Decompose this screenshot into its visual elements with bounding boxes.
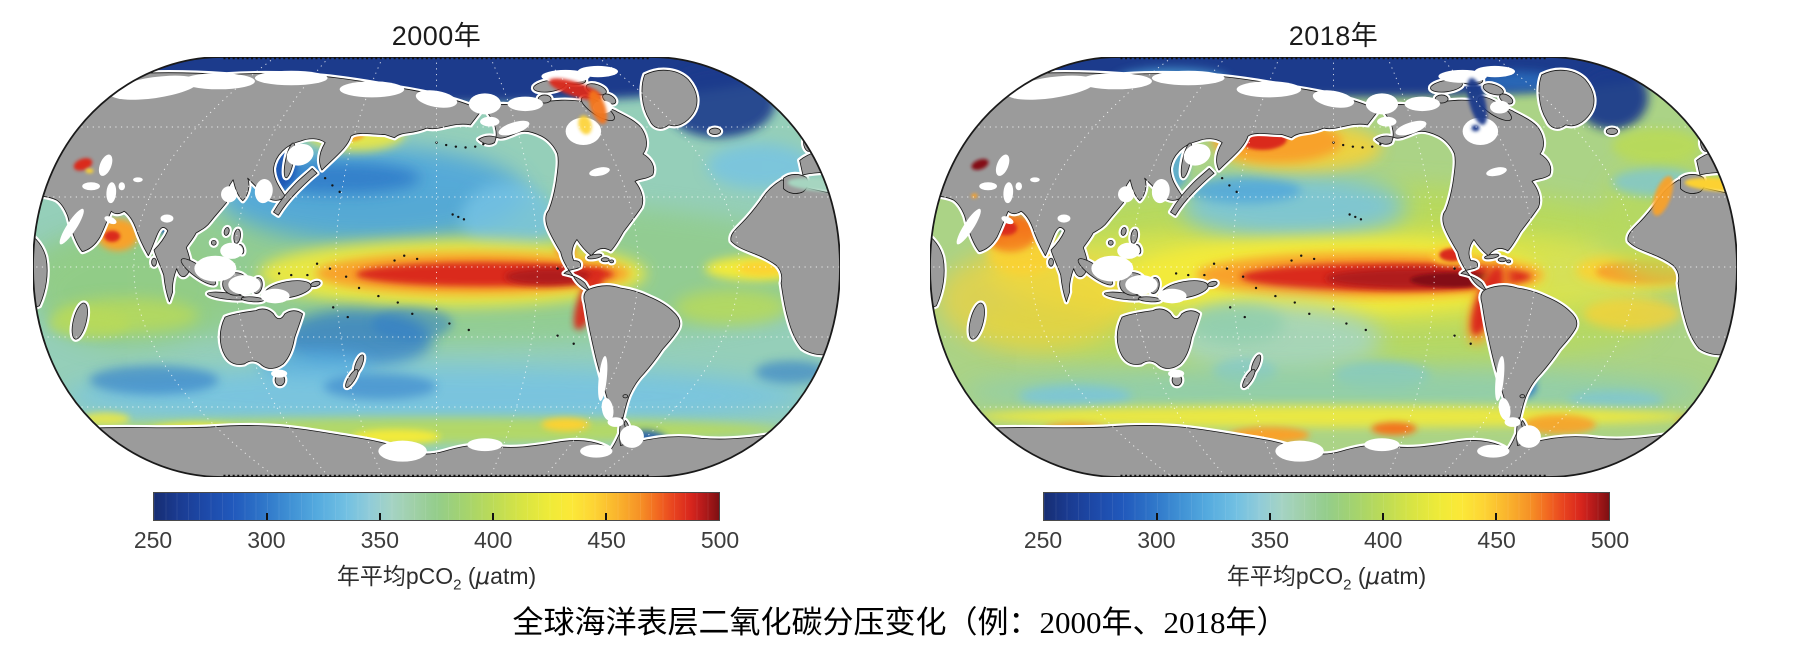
world-map-2018: [930, 57, 1737, 477]
nw-africa-coast-high-2018: [1652, 175, 1674, 216]
colorbar-label-2000: 年平均pCO2 (μatm): [336, 563, 537, 594]
colorbar-2000: 250 300 350 400 450 500 年平均pCO2 (μatm): [134, 492, 739, 594]
north-sea-high-2000: [73, 158, 93, 171]
tick-250: 250: [133, 527, 173, 553]
tick-300: 300: [247, 527, 286, 553]
tick-450: 450: [1477, 527, 1516, 553]
north-sea-high-2018: [971, 158, 989, 170]
colorbar-ticks-2000: 250 300 350 400 450 500: [134, 527, 739, 553]
tick-350: 350: [1250, 527, 1289, 553]
tick-300: 300: [1137, 527, 1176, 553]
tick-400: 400: [474, 527, 513, 553]
baffin-bay-low-2018: [1467, 77, 1488, 125]
ocean-field-2000: [33, 57, 840, 477]
colorbar-ticks-2018: 250 300 350 400 450 500: [1024, 527, 1629, 553]
tick-500: 500: [1590, 527, 1630, 553]
tick-250: 250: [1023, 527, 1063, 553]
map-border: [33, 57, 840, 477]
ocean-field-2018: [930, 57, 1737, 477]
map-title-2018: 2018年: [1288, 21, 1379, 51]
tick-400: 400: [1364, 527, 1403, 553]
figure-caption: 全球海洋表层二氧化碳分压变化（例：2000年、2018年）: [512, 605, 1288, 640]
map-border: [930, 57, 1737, 477]
tick-500: 500: [700, 527, 740, 553]
world-map-2000: [33, 57, 840, 477]
colorbar-gradient-2000: [153, 492, 720, 521]
colorbar-label-2018: 年平均pCO2 (μatm): [1226, 563, 1427, 594]
colorbar-2018: 250 300 350 400 450 500 年平均pCO2 (μatm): [1024, 492, 1629, 594]
colorbar-gradient-2018: [1043, 492, 1610, 521]
tick-350: 350: [360, 527, 399, 553]
map-title-2000: 2000年: [391, 21, 482, 51]
baffin-bay-high-2000: [549, 78, 602, 101]
tick-450: 450: [587, 527, 626, 553]
